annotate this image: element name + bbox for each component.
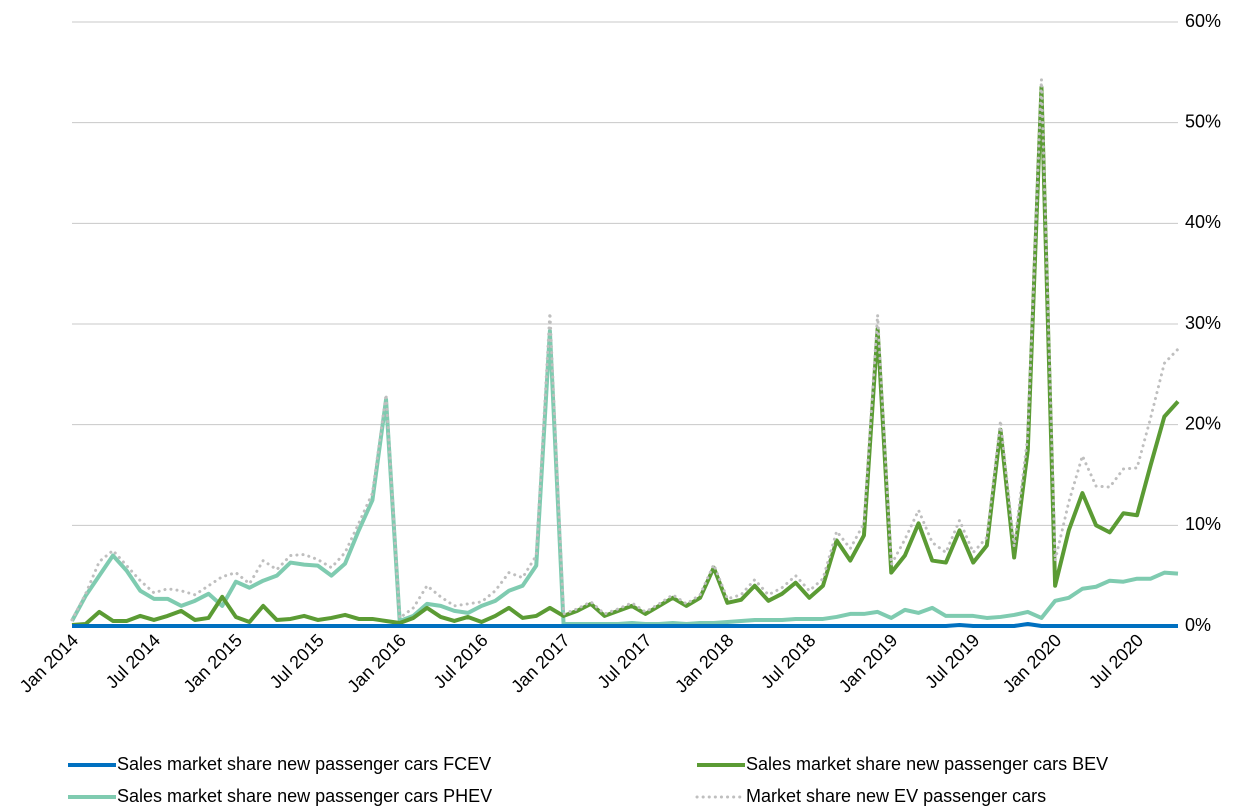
y-tick-label: 30%: [1185, 313, 1221, 333]
x-tick-label: Jan 2014: [16, 630, 83, 697]
y-tick-label: 20%: [1185, 413, 1221, 433]
x-tick-label: Jul 2020: [1085, 630, 1147, 692]
y-tick-label: 50%: [1185, 111, 1221, 131]
x-tick-label: Jan 2018: [671, 630, 738, 697]
y-tick-label: 10%: [1185, 514, 1221, 534]
x-tick-label: Jan 2016: [343, 630, 410, 697]
x-tick-label: Jul 2016: [430, 630, 492, 692]
series-line: [71, 85, 1180, 627]
series-line: [70, 329, 1179, 626]
legend-label: Sales market share new passenger cars FC…: [117, 754, 491, 774]
series-line: [70, 77, 1180, 622]
x-tick-label: Jan 2017: [507, 630, 574, 697]
series-line: [72, 621, 1178, 628]
x-tick-label: Jul 2018: [757, 630, 819, 692]
y-tick-label: 0%: [1185, 615, 1211, 635]
x-tick-label: Jan 2019: [835, 630, 902, 697]
legend-label: Market share new EV passenger cars: [746, 786, 1046, 806]
x-tick-label: Jul 2014: [102, 630, 164, 692]
x-tick-label: Jul 2017: [593, 630, 655, 692]
x-tick-label: Jul 2015: [266, 630, 328, 692]
legend-label: Sales market share new passenger cars PH…: [117, 786, 492, 806]
x-tick-label: Jan 2015: [180, 630, 247, 697]
y-tick-label: 60%: [1185, 11, 1221, 31]
x-tick-label: Jan 2020: [999, 630, 1066, 697]
y-tick-label: 40%: [1185, 212, 1221, 232]
legend-label: Sales market share new passenger cars BE…: [746, 754, 1108, 774]
x-tick-label: Jul 2019: [921, 630, 983, 692]
